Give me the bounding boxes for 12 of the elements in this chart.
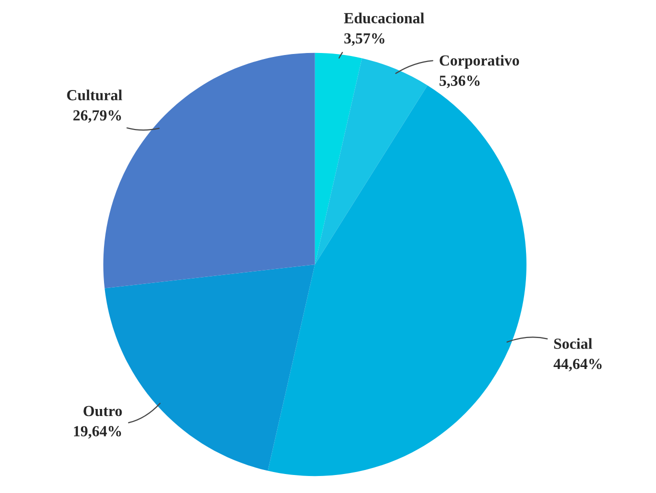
slice-label: Cultural [67,90,122,100]
slice-label: Social [554,338,592,349]
slice-label: Outro [84,406,122,416]
slice-label: Educacional [344,12,424,24]
pie-slice [314,52,362,264]
data-label: 44,64% [554,358,602,372]
data-label: 26,79% [73,110,121,123]
data-label: 3,57% [344,33,384,46]
slice-label: Corporativo [440,54,520,69]
pie-slice [314,58,428,264]
data-label: 5,36% [440,76,480,88]
data-label: 19,64% [74,426,121,439]
